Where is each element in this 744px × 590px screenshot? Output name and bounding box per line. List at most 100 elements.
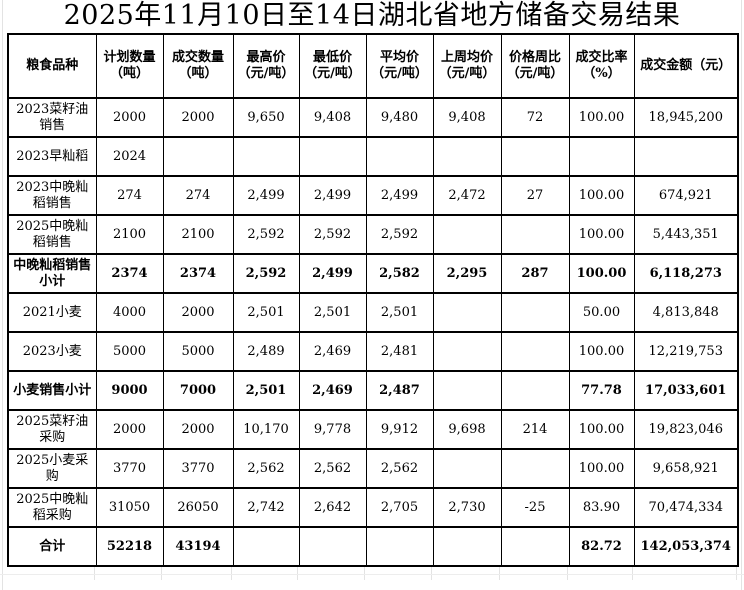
col-header-1[interactable]: 计划数量 （吨） [95, 33, 164, 99]
data-cell[interactable]: 4000 [95, 292, 164, 333]
data-cell[interactable] [500, 526, 570, 567]
data-cell[interactable]: 2,730 [432, 487, 502, 528]
row-label[interactable]: 2023菜籽油销售 [7, 97, 97, 138]
data-cell[interactable]: 77.78 [568, 370, 635, 411]
row-label[interactable]: 2023小麦 [7, 331, 97, 372]
row-label[interactable]: 2023早籼稻 [7, 136, 97, 177]
data-cell[interactable]: 2,487 [365, 370, 434, 411]
data-cell[interactable]: 214 [500, 409, 570, 450]
data-cell[interactable]: 2,295 [432, 253, 502, 294]
data-cell[interactable]: 6,118,273 [633, 253, 739, 294]
data-cell[interactable]: 100.00 [568, 175, 635, 216]
col-header-5[interactable]: 平均价 （元/吨） [365, 33, 434, 99]
col-header-0[interactable]: 粮食品种 [7, 33, 97, 99]
data-cell[interactable]: 100.00 [568, 409, 635, 450]
data-cell[interactable]: 2,562 [298, 448, 367, 489]
data-cell[interactable]: 2,562 [232, 448, 300, 489]
data-cell[interactable]: 9,408 [298, 97, 367, 138]
data-cell[interactable]: 274 [162, 175, 234, 216]
data-cell[interactable]: 2,499 [298, 175, 367, 216]
data-cell[interactable] [432, 214, 502, 255]
data-cell[interactable] [298, 526, 367, 567]
data-cell[interactable]: 2,592 [232, 253, 300, 294]
data-cell[interactable]: 2,705 [365, 487, 434, 528]
data-cell[interactable]: 9,408 [432, 97, 502, 138]
data-cell[interactable]: 2,742 [232, 487, 300, 528]
data-cell[interactable]: 2,501 [365, 292, 434, 333]
data-cell[interactable]: 142,053,374 [633, 526, 739, 567]
data-cell[interactable]: 2,469 [298, 370, 367, 411]
data-cell[interactable]: 5000 [95, 331, 164, 372]
data-cell[interactable] [432, 526, 502, 567]
data-cell[interactable]: 287 [500, 253, 570, 294]
data-cell[interactable]: 2,592 [298, 214, 367, 255]
data-cell[interactable]: 100.00 [568, 97, 635, 138]
data-cell[interactable]: 17,033,601 [633, 370, 739, 411]
data-cell[interactable]: 3770 [95, 448, 164, 489]
row-label[interactable]: 2025菜籽油采购 [7, 409, 97, 450]
data-cell[interactable]: 5000 [162, 331, 234, 372]
data-cell[interactable]: 2374 [95, 253, 164, 294]
data-cell[interactable]: 100.00 [568, 253, 635, 294]
data-cell[interactable]: 2000 [162, 97, 234, 138]
data-cell[interactable] [500, 292, 570, 333]
data-cell[interactable]: 12,219,753 [633, 331, 739, 372]
data-cell[interactable]: 2,472 [432, 175, 502, 216]
data-cell[interactable]: 2,499 [365, 175, 434, 216]
data-cell[interactable]: 2,499 [298, 253, 367, 294]
data-cell[interactable]: 2374 [162, 253, 234, 294]
data-cell[interactable]: 19,823,046 [633, 409, 739, 450]
data-cell[interactable]: 9,778 [298, 409, 367, 450]
data-cell[interactable]: 2,592 [365, 214, 434, 255]
data-cell[interactable] [500, 214, 570, 255]
data-cell[interactable] [500, 370, 570, 411]
row-label[interactable]: 2025中晚籼稻采购 [7, 487, 97, 528]
data-cell[interactable] [162, 136, 234, 177]
data-cell[interactable]: 274 [95, 175, 164, 216]
data-cell[interactable] [500, 136, 570, 177]
row-label[interactable]: 2025中晚籼稻销售 [7, 214, 97, 255]
data-cell[interactable]: 9,912 [365, 409, 434, 450]
data-cell[interactable] [432, 136, 502, 177]
col-header-3[interactable]: 最高价 （元/吨） [232, 33, 300, 99]
data-cell[interactable]: 2,642 [298, 487, 367, 528]
data-cell[interactable]: 2100 [95, 214, 164, 255]
data-cell[interactable]: 2,501 [232, 292, 300, 333]
data-cell[interactable]: 9000 [95, 370, 164, 411]
data-cell[interactable] [432, 370, 502, 411]
data-cell[interactable]: 3770 [162, 448, 234, 489]
data-cell[interactable]: 52218 [95, 526, 164, 567]
data-cell[interactable]: 83.90 [568, 487, 635, 528]
col-header-8[interactable]: 成交比率 （%） [568, 33, 635, 99]
data-cell[interactable]: 18,945,200 [633, 97, 739, 138]
data-cell[interactable]: 2000 [95, 409, 164, 450]
data-cell[interactable] [432, 292, 502, 333]
data-cell[interactable]: 2000 [162, 292, 234, 333]
data-cell[interactable]: 72 [500, 97, 570, 138]
data-cell[interactable] [432, 331, 502, 372]
data-cell[interactable]: 2,501 [298, 292, 367, 333]
data-cell[interactable]: 2,562 [365, 448, 434, 489]
page-title[interactable]: 2025年11月10日至14日湖北省地方储备交易结果 [63, 0, 681, 31]
data-cell[interactable]: 9,698 [432, 409, 502, 450]
col-header-2[interactable]: 成交数量 （吨） [162, 33, 234, 99]
data-cell[interactable] [633, 136, 739, 177]
row-label[interactable]: 2023中晚籼稻销售 [7, 175, 97, 216]
data-cell[interactable] [568, 136, 635, 177]
row-label[interactable]: 小麦销售小计 [7, 370, 97, 411]
data-cell[interactable]: 2,469 [298, 331, 367, 372]
data-cell[interactable]: 9,480 [365, 97, 434, 138]
data-cell[interactable]: 9,650 [232, 97, 300, 138]
col-header-6[interactable]: 上周均价 （元/吨） [432, 33, 502, 99]
data-cell[interactable] [500, 331, 570, 372]
data-cell[interactable]: 2,489 [232, 331, 300, 372]
data-cell[interactable]: 100.00 [568, 448, 635, 489]
data-cell[interactable]: -25 [500, 487, 570, 528]
col-header-7[interactable]: 价格周比 （元/吨） [500, 33, 570, 99]
data-cell[interactable]: 7000 [162, 370, 234, 411]
data-cell[interactable]: 2,501 [232, 370, 300, 411]
data-cell[interactable]: 26050 [162, 487, 234, 528]
data-cell[interactable]: 2100 [162, 214, 234, 255]
data-cell[interactable]: 82.72 [568, 526, 635, 567]
row-label[interactable]: 中晚籼稻销售小计 [7, 253, 97, 294]
